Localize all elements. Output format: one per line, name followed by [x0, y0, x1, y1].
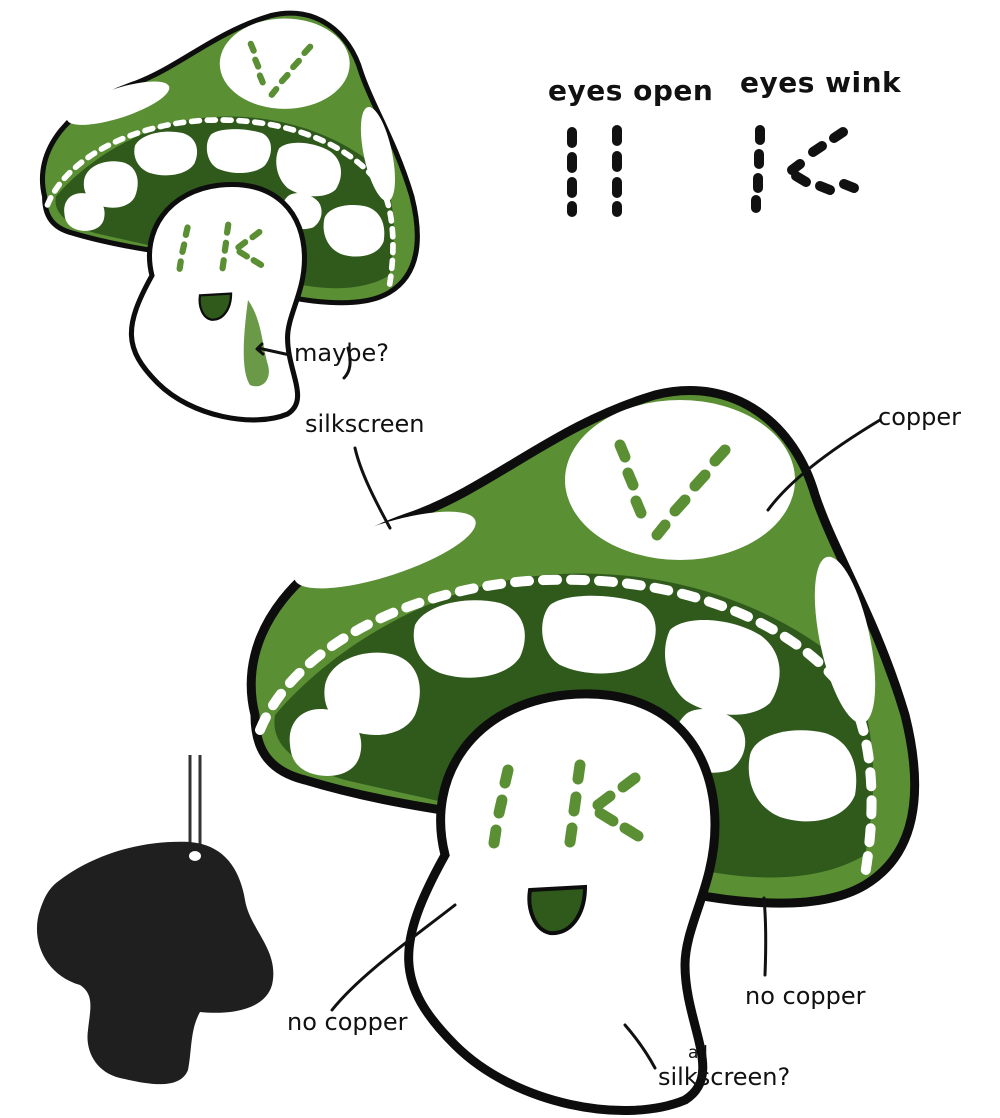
open-eyes-icon [567, 125, 622, 217]
eyes-wink-group: eyes wink [740, 66, 902, 213]
label-copper: copper [878, 403, 961, 431]
maybe-leader-line [256, 346, 292, 357]
label-no-copper-cap: no copper [745, 982, 866, 1010]
mushroom-silhouette-icon [36, 755, 274, 1085]
silkscreen-leader-line [353, 446, 392, 530]
label-no-copper-mouth: no copper [287, 1008, 408, 1036]
label-silkscreen-question: silkscreen? [658, 1063, 790, 1091]
label-maybe: maybe? [294, 339, 389, 367]
all-silkscreen-leader-line [623, 1023, 657, 1070]
label-all: all [688, 1043, 708, 1063]
annotation-all-silkscreen: all silkscreen? [623, 1023, 790, 1091]
annotation-silkscreen: silkscreen [305, 410, 425, 530]
header-eyes-wink: eyes wink [740, 66, 902, 99]
no-copper-mouth-leader-line [330, 903, 457, 1012]
maybe-arrowhead-icon [255, 342, 265, 356]
eyes-open-group: eyes open [548, 74, 713, 217]
header-eyes-open: eyes open [548, 74, 713, 107]
no-copper-cap-leader-line [762, 896, 768, 977]
label-silkscreen: silkscreen [305, 410, 425, 438]
small-mushroom-drawing: maybe? [42, 13, 417, 420]
copper-leader-line [766, 418, 882, 512]
annotation-no-copper-mouth: no copper [287, 903, 457, 1036]
maybe-tail [342, 346, 352, 380]
wink-eyes-icon [751, 125, 859, 213]
annotation-no-copper-cap: no copper [745, 896, 866, 1010]
annotation-copper: copper [766, 403, 961, 512]
